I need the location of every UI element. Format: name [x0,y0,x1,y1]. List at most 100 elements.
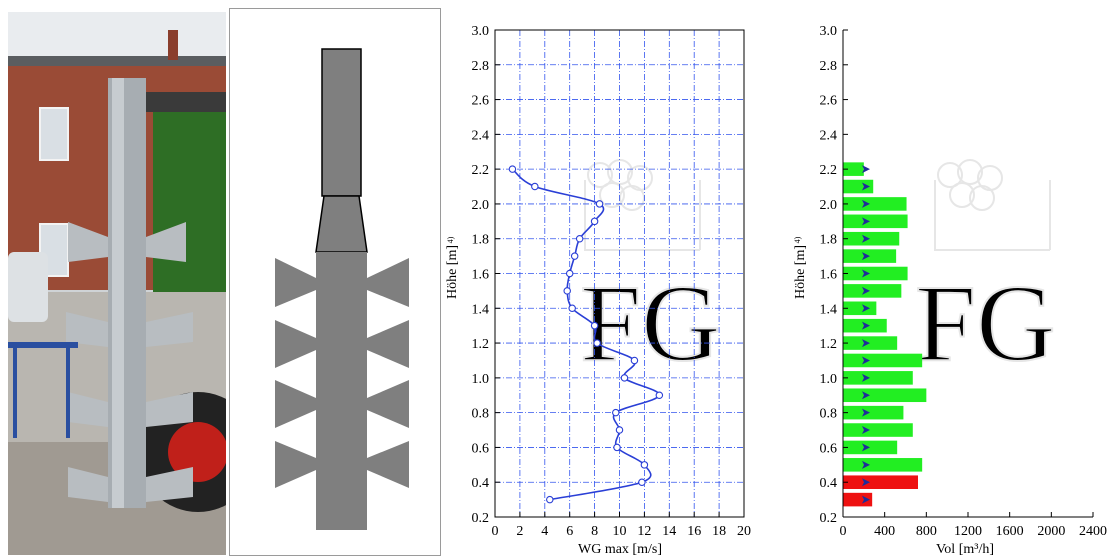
data-point [595,200,604,208]
bar [843,475,918,489]
bar [843,162,864,176]
y-tick-label: 1.6 [472,268,490,283]
direction-arrow-icon [862,460,870,469]
data-point [508,165,517,173]
y-tick-label: 0.8 [472,407,490,422]
direction-arrow-icon [862,217,870,226]
y-tick-label: 0.2 [472,511,490,526]
x-axis-label: WG max [m/s] [578,542,662,557]
direction-arrow-icon [862,495,870,504]
bar [843,492,873,507]
mixer-photo [8,12,226,555]
y-tick-label: 2.6 [472,94,490,109]
direction-arrow-icon [862,234,870,243]
direction-arrow-icon [862,304,870,313]
y-tick-label: 1.4 [472,302,490,317]
bar [843,179,874,194]
direction-arrow-icon [862,321,870,330]
x-tick-label: 800 [916,524,937,539]
data-point [630,356,639,365]
direction-arrow-icon [862,252,870,261]
data-point [546,495,554,504]
bar [843,388,927,403]
data-point [638,478,646,486]
y-axis-label: Höhe [m] [445,245,460,299]
x-tick-label: 0 [492,524,499,539]
y-tick-label: 1.2 [472,337,490,352]
x-tick-label: 10 [613,524,627,539]
direction-arrow-icon [862,373,870,382]
x-tick-label: 0 [840,524,847,539]
x-tick-label: 4 [541,524,548,539]
y-tick-label: 2.4 [820,128,838,143]
bar [843,353,923,368]
data-point [531,182,539,191]
bar [843,231,900,246]
y-axis-label-superscript: 4) [446,236,455,243]
y-tick-label: 0.6 [472,441,490,456]
data-point [612,408,620,417]
y-tick-label: 2.6 [820,94,838,109]
y-tick-label: 2.4 [472,128,490,143]
y-tick-label: 1.0 [820,372,838,387]
bar [843,197,907,211]
y-tick-label: 0.4 [820,476,838,491]
x-axis: 0 400 800 1200 1600 2000 2400 [840,512,1107,539]
y-tick-label: 3.0 [472,24,490,39]
data-point [590,217,599,226]
data-point [655,391,664,399]
svg-text:FG: FG [580,262,721,384]
data-point [615,426,624,434]
x-tick-label: 14 [662,524,676,539]
watermark-logo: FG [579,159,722,385]
volume-chart: FG 0.2 0.4 0.6 0.8 1.0 1.2 1.4 1.6 1.8 2.0 2.2 2.4 2… [793,24,1107,557]
y-tick-label: 1.4 [820,302,838,317]
x-tick-label: 16 [687,524,701,539]
bar [843,423,913,437]
direction-arrow-icon [862,478,870,487]
bar [843,301,877,316]
data-point [570,252,579,260]
y-tick-label: 2.0 [472,198,490,213]
x-tick-label: 1600 [996,524,1024,539]
y-axis: 0.2 0.4 0.6 0.8 1.0 1.2 1.4 1.6 1.8 2.0 2.2 2.4 2.6 2… [820,24,848,526]
data-point [575,234,584,243]
bar [843,405,904,420]
data-point [620,374,629,382]
direction-arrow-icon [862,182,870,191]
velocity-chart: FG 0.2 0.4 0.6 0.8 1.0 1.2 1.4 1.6 1.8 2.0 2.2 2.4 2… [445,24,751,557]
bar [843,214,908,229]
grid [495,30,744,517]
mixer-schematic-icon [229,8,441,556]
bar [843,336,898,350]
bar [843,284,902,298]
y-tick-label: 2.2 [820,163,838,178]
data-point [613,443,621,452]
y-tick-label: 2.8 [472,59,490,74]
direction-arrow-icon [862,165,870,174]
y-tick-label: 0.2 [820,511,838,526]
direction-arrow-icon [862,426,870,435]
direction-arrow-icon [862,199,870,208]
series-volume [843,162,927,507]
y-tick-label: 2.8 [820,59,838,74]
y-tick-label: 3.0 [820,24,838,39]
bar [843,458,923,472]
x-tick-label: 2 [516,524,523,539]
direction-arrow-icon [862,408,870,417]
direction-arrow-icon [862,286,870,295]
bar [843,440,898,455]
data-point [565,269,574,278]
y-tick-label: 1.8 [472,233,490,248]
y-tick-label: 0.4 [472,476,490,491]
x-tick-label: 2400 [1079,524,1107,539]
data-point [563,287,571,295]
data-point [593,339,601,347]
y-axis-label: Höhe [m] [793,245,808,299]
x-tick-label: 18 [712,524,726,539]
direction-arrow-icon [862,391,870,400]
x-tick-label: 12 [637,524,651,539]
bar [843,371,913,385]
x-tick-label: 2000 [1037,524,1065,539]
direction-arrow-icon [862,339,870,348]
